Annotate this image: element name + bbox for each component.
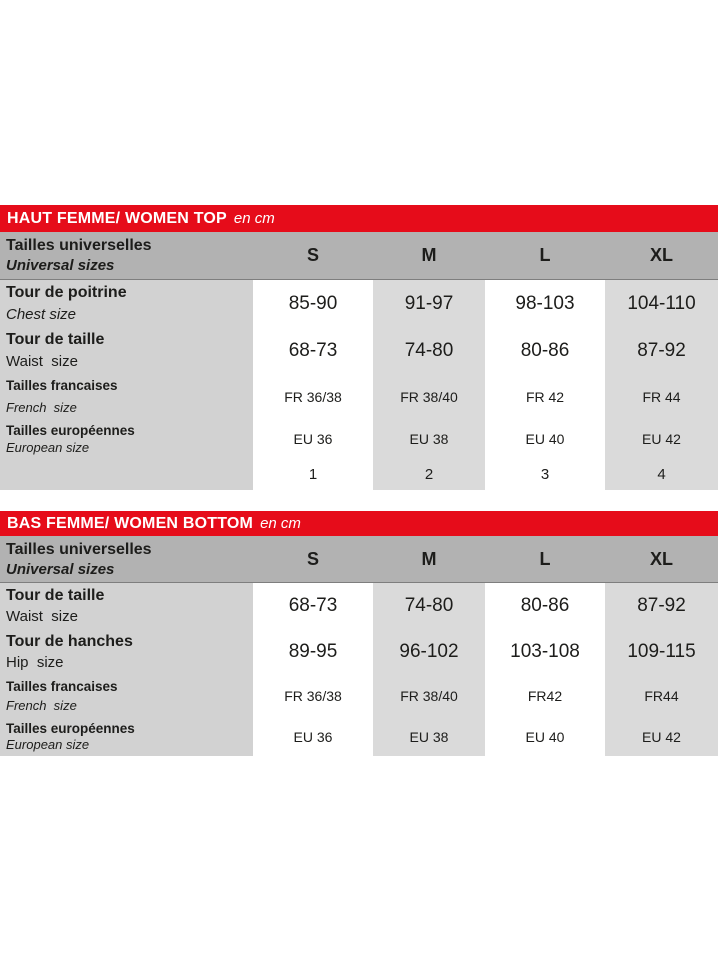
row-size-number: 1 2 3 4 <box>0 459 718 490</box>
women-bottom-unit: en cm <box>260 515 301 532</box>
column-header-l: L <box>539 548 551 569</box>
column-header-s: S <box>306 245 319 265</box>
women-bottom-title: BAS FEMME/ WOMEN BOTTOM <box>7 514 254 532</box>
chest-value-l: 98-103 <box>490 280 600 327</box>
waist-value-xl: 87-92 <box>605 583 718 629</box>
european-value-s: EU 36 <box>258 717 368 756</box>
women-bottom-sizes-header-row: Tailles universelles Universal sizes S M… <box>0 536 718 583</box>
chest-value-s: 85-90 <box>258 280 368 327</box>
waist-value-s: 68-73 <box>258 583 368 629</box>
row-label-fr: Tour de poitrine <box>6 284 127 301</box>
hip-value-l: 103-108 <box>490 629 600 675</box>
french-value-m: FR 38/40 <box>373 374 485 419</box>
french-value-m: FR 38/40 <box>373 675 485 717</box>
universal-sizes-label: Tailles universelles Universal sizes <box>0 536 253 582</box>
column-header-xl: XL <box>649 548 673 569</box>
waist-value-l: 80-86 <box>490 327 600 374</box>
row-waist-size: Tour de taille Waist size 68-73 74-80 80… <box>0 583 718 629</box>
row-label-en: Waist size <box>6 353 78 370</box>
row-label-en: French size <box>6 400 77 415</box>
row-number-label-empty <box>0 459 253 490</box>
european-value-m: EU 38 <box>373 717 485 756</box>
european-value-xl: EU 42 <box>605 717 718 756</box>
row-waist-size: Tour de taille Waist size 68-73 74-80 80… <box>0 327 718 374</box>
women-bottom-title-bar: BAS FEMME/ WOMEN BOTTOM en cm <box>0 511 718 536</box>
row-label-fr: Tailles européennes <box>6 721 135 736</box>
european-value-s: EU 36 <box>258 419 368 459</box>
row-label-fr: Tailles francaises <box>6 679 118 694</box>
row-european-size: Tailles européennes European size EU 36 … <box>0 717 718 756</box>
french-value-s: FR 36/38 <box>258 374 368 419</box>
european-value-l: EU 40 <box>490 717 600 756</box>
european-value-xl: EU 42 <box>605 419 718 459</box>
french-value-s: FR 36/38 <box>258 675 368 717</box>
row-label-fr: Tour de taille <box>6 331 105 348</box>
universal-sizes-label-fr: Tailles universelles <box>6 237 152 254</box>
waist-value-l: 80-86 <box>490 583 600 629</box>
number-value-s: 1 <box>258 459 368 490</box>
row-chest-label: Tour de poitrine Chest size <box>0 280 253 327</box>
column-header-s: S <box>306 548 319 569</box>
french-value-xl: FR 44 <box>605 374 718 419</box>
row-french-size: Tailles francaises French size FR 36/38 … <box>0 675 718 717</box>
number-value-m: 2 <box>373 459 485 490</box>
table-women-bottom: BAS FEMME/ WOMEN BOTTOM en cm Tailles un… <box>0 511 718 756</box>
row-european-label: Tailles européennes European size <box>0 419 253 459</box>
row-hip-size: Tour de hanches Hip size 89-95 96-102 10… <box>0 629 718 675</box>
row-label-fr: Tailles européennes <box>6 423 135 438</box>
row-label-fr: Tour de taille <box>6 587 105 604</box>
row-waist-label: Tour de taille Waist size <box>0 583 253 629</box>
row-hip-label: Tour de hanches Hip size <box>0 629 253 675</box>
chest-value-m: 91-97 <box>373 280 485 327</box>
row-french-label: Tailles francaises French size <box>0 675 253 717</box>
row-label-en: Chest size <box>6 306 77 323</box>
waist-value-m: 74-80 <box>373 583 485 629</box>
row-label-en: European size <box>6 440 90 455</box>
french-value-l: FR 42 <box>490 374 600 419</box>
universal-sizes-label: Tailles universelles Universal sizes <box>0 232 253 279</box>
size-chart-page: HAUT FEMME/ WOMEN TOP en cm Tailles univ… <box>0 205 718 756</box>
row-european-size: Tailles européennes European size EU 36 … <box>0 419 718 459</box>
universal-sizes-label-en: Universal sizes <box>6 560 115 578</box>
european-value-m: EU 38 <box>373 419 485 459</box>
waist-value-m: 74-80 <box>373 327 485 374</box>
number-value-xl: 4 <box>605 459 718 490</box>
waist-value-s: 68-73 <box>258 327 368 374</box>
chest-value-xl: 104-110 <box>605 280 718 327</box>
column-header-m: M <box>421 548 437 569</box>
hip-value-s: 89-95 <box>258 629 368 675</box>
women-top-title-bar: HAUT FEMME/ WOMEN TOP en cm <box>0 205 718 232</box>
hip-value-xl: 109-115 <box>605 629 718 675</box>
women-top-sizes-header-row: Tailles universelles Universal sizes S M… <box>0 232 718 280</box>
row-french-label: Tailles francaises French size <box>0 374 253 419</box>
french-value-xl: FR44 <box>605 675 718 717</box>
number-value-l: 3 <box>490 459 600 490</box>
column-header-l: L <box>539 245 551 265</box>
row-french-size: Tailles francaises French size FR 36/38 … <box>0 374 718 419</box>
row-label-fr: Tailles francaises <box>6 378 118 393</box>
row-waist-label: Tour de taille Waist size <box>0 327 253 374</box>
column-header-m: M <box>421 245 437 265</box>
universal-sizes-label-fr: Tailles universelles <box>6 540 152 558</box>
women-top-unit: en cm <box>233 210 275 227</box>
row-label-en: European size <box>6 737 90 752</box>
row-european-label: Tailles européennes European size <box>0 717 253 756</box>
french-value-l: FR42 <box>490 675 600 717</box>
waist-value-xl: 87-92 <box>605 327 718 374</box>
row-label-fr: Tour de hanches <box>6 633 133 650</box>
universal-sizes-label-en: Universal sizes <box>6 257 115 274</box>
women-top-title: HAUT FEMME/ WOMEN TOP <box>7 209 227 227</box>
row-label-en: Waist size <box>6 608 78 625</box>
table-women-top: HAUT FEMME/ WOMEN TOP en cm Tailles univ… <box>0 205 718 490</box>
european-value-l: EU 40 <box>490 419 600 459</box>
row-label-en: French size <box>6 698 77 713</box>
row-chest-size: Tour de poitrine Chest size 85-90 91-97 … <box>0 280 718 327</box>
column-header-xl: XL <box>649 245 673 265</box>
row-label-en: Hip size <box>6 654 64 671</box>
hip-value-m: 96-102 <box>373 629 485 675</box>
